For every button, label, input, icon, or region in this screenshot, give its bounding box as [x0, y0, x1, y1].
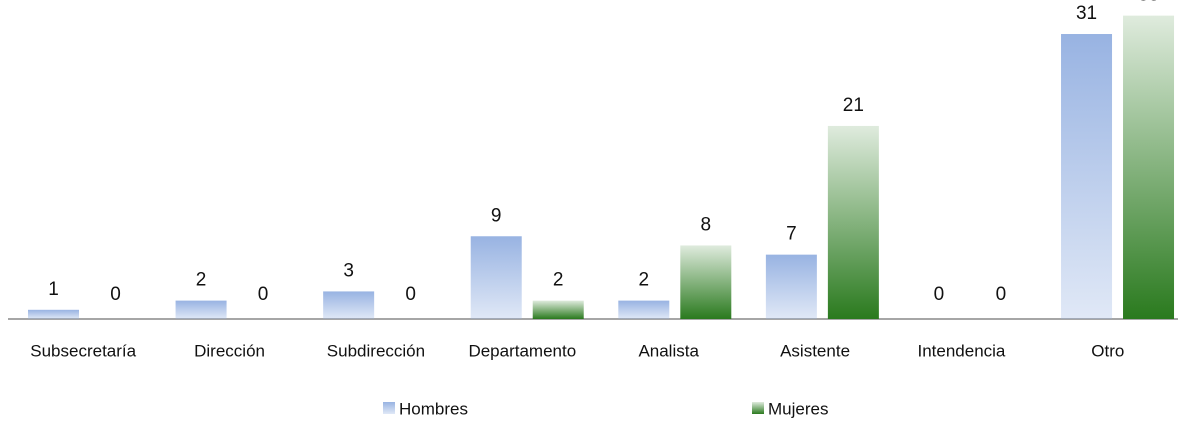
bar: [680, 245, 732, 319]
x-tick-label: Asistente: [780, 341, 850, 360]
data-label: 0: [934, 284, 945, 305]
bar: [323, 291, 375, 319]
legend-swatch: [752, 402, 764, 414]
data-label: 21: [843, 95, 864, 116]
bar: [532, 300, 584, 319]
data-label: 8: [701, 214, 712, 235]
data-label: 0: [405, 284, 416, 305]
x-tick-label: Departamento: [468, 341, 576, 360]
data-label: 9: [491, 205, 502, 226]
bar: [827, 125, 879, 319]
data-label: 2: [639, 270, 650, 291]
x-tick-label: Subdirección: [327, 341, 425, 360]
data-label: 2: [553, 270, 564, 291]
bar: [618, 300, 670, 319]
x-tick-label: Otro: [1091, 341, 1124, 360]
data-label: 2: [196, 270, 207, 291]
bar: [765, 254, 817, 319]
data-label: 31: [1076, 3, 1097, 24]
data-label: 0: [110, 284, 121, 305]
bar: [1061, 34, 1113, 320]
bar: [175, 300, 227, 319]
x-tick-label: Analista: [638, 341, 699, 360]
x-tick-label: Dirección: [194, 341, 265, 360]
legend-label: Mujeres: [768, 399, 828, 418]
bar: [28, 309, 79, 319]
data-label: 3: [343, 260, 354, 281]
data-label: 0: [996, 284, 1007, 305]
data-label: 7: [786, 224, 797, 245]
data-label: 33: [1138, 0, 1159, 6]
bar: [1123, 15, 1175, 320]
x-tick-label: Subsecretaría: [30, 341, 136, 360]
data-label: 1: [48, 279, 59, 300]
data-label: 0: [258, 284, 269, 305]
x-tick-label: Intendencia: [917, 341, 1005, 360]
legend-swatch: [383, 402, 395, 414]
legend-label: Hombres: [399, 399, 468, 418]
bar: [470, 236, 522, 319]
